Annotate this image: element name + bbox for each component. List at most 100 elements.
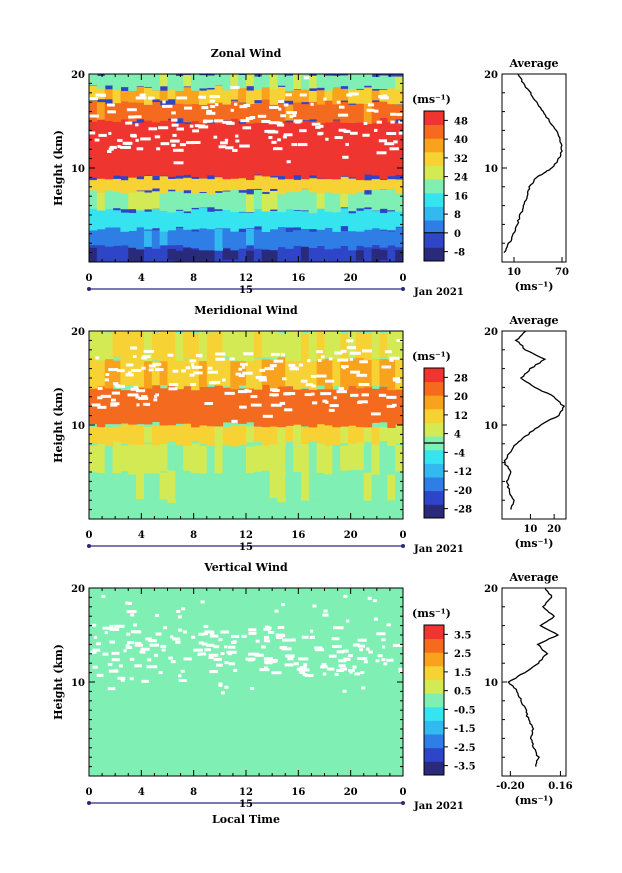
heatmap-band-cell [191, 498, 200, 519]
heatmap-band-cell [371, 76, 381, 90]
missing-data-cell [356, 373, 368, 377]
missing-data-cell [272, 388, 280, 392]
missing-data-cell [261, 645, 266, 649]
missing-data-cell [204, 632, 209, 636]
missing-data-cell [316, 350, 323, 354]
missing-data-cell [392, 378, 400, 382]
heatmap-band-cell [246, 500, 255, 519]
heatmap-band-cell [253, 445, 263, 472]
heatmap-band-cell [332, 190, 341, 213]
missing-data-cell [243, 352, 254, 356]
heatmap-band-cell [222, 473, 231, 502]
missing-data-cell [250, 395, 258, 399]
heatmap-band-cell [253, 102, 263, 123]
heatmap-band-cell [324, 442, 333, 475]
colorbar-tick-label: 0.5 [454, 687, 471, 698]
missing-data-cell [140, 647, 150, 651]
heatmap-band-cell [214, 210, 224, 229]
heatmap-band-cell [191, 588, 200, 775]
heatmap-band-cell [175, 103, 184, 119]
missing-data-cell [181, 607, 186, 611]
profile-y-tick-label: 20 [484, 327, 498, 338]
missing-data-cell [322, 672, 327, 676]
colorbar-tick-label: -1.5 [454, 724, 476, 735]
missing-data-cell [218, 638, 223, 642]
missing-data-cell [248, 631, 257, 635]
missing-data-cell [307, 359, 311, 363]
heatmap-band-cell [222, 208, 231, 229]
heatmap-band-cell [214, 499, 224, 517]
date-bar-start [87, 544, 91, 548]
heatmap-band-cell [387, 231, 396, 246]
missing-data-cell [191, 635, 196, 639]
missing-data-cell [245, 116, 254, 120]
heatmap-band-cell [89, 247, 98, 262]
heatmap-band-cell [89, 208, 98, 231]
missing-data-cell [172, 637, 177, 641]
missing-data-cell [211, 380, 221, 384]
heatmap-band-cell [230, 87, 239, 100]
missing-data-cell [220, 141, 228, 145]
heatmap-band-cell [348, 193, 357, 212]
heatmap-band-cell [198, 590, 208, 776]
colorbar-swatch [424, 138, 444, 153]
missing-data-cell [398, 120, 403, 124]
heatmap-band-cell [104, 74, 114, 86]
missing-data-cell [284, 663, 294, 667]
missing-data-cell [242, 371, 253, 375]
heatmap-band-cell [143, 230, 153, 247]
heatmap-band-cell [293, 189, 302, 210]
heatmap-band-cell [214, 85, 224, 103]
missing-data-cell [186, 141, 195, 145]
heatmap-band-cell [371, 470, 381, 500]
missing-data-cell [135, 395, 140, 399]
missing-data-cell [104, 631, 108, 635]
heatmap-band-cell [324, 425, 333, 446]
heatmap-band-cell [269, 246, 278, 262]
missing-data-cell [197, 652, 201, 656]
heatmap-band-cell [175, 227, 184, 246]
colorbar-swatch [424, 706, 444, 721]
date-day-label: 15 [239, 542, 253, 553]
missing-data-cell [182, 630, 187, 634]
missing-data-cell [314, 646, 323, 650]
heatmap-band-cell [379, 442, 388, 473]
heatmap-band-cell [128, 74, 137, 91]
heatmap-band-cell [120, 445, 129, 472]
missing-data-cell [192, 129, 200, 133]
profile-unit: (ms⁻¹) [515, 794, 554, 807]
missing-data-cell [336, 390, 348, 394]
heatmap-band-cell [167, 360, 176, 386]
x-tick-label: 0 [86, 530, 93, 541]
heatmap-band-cell [371, 228, 381, 246]
missing-data-cell [220, 691, 225, 695]
heatmap-band-cell [222, 228, 231, 248]
heatmap-band-cell [253, 229, 263, 249]
heatmap-band-cell [120, 90, 129, 102]
heatmap-band-cell [167, 248, 176, 261]
panel-title: Zonal Wind [211, 47, 282, 60]
heatmap-band-cell [387, 359, 396, 391]
colorbar-swatch [424, 408, 444, 423]
colorbar-tick-label: -3.5 [454, 762, 476, 773]
missing-data-cell [92, 665, 98, 669]
heatmap-band-cell [230, 497, 239, 519]
heatmap-band-cell [198, 193, 208, 208]
heatmap-band-cell [167, 331, 176, 361]
missing-data-cell [206, 643, 215, 647]
heatmap-band-cell [316, 389, 326, 425]
missing-data-cell [343, 594, 348, 598]
missing-data-cell [310, 374, 316, 378]
heatmap-band-cell [183, 502, 192, 517]
profile-title: Average [508, 314, 558, 327]
missing-data-cell [224, 138, 229, 142]
missing-data-cell [342, 689, 347, 693]
heatmap-band-cell [159, 356, 169, 386]
profile-y-tick-label: 10 [484, 164, 498, 175]
missing-data-cell [233, 668, 238, 672]
missing-data-cell [285, 654, 295, 658]
heatmap-band-cell [120, 212, 129, 232]
heatmap-band-cell [340, 208, 349, 227]
heatmap-band-cell [261, 121, 271, 177]
heatmap-band-cell [159, 208, 169, 232]
